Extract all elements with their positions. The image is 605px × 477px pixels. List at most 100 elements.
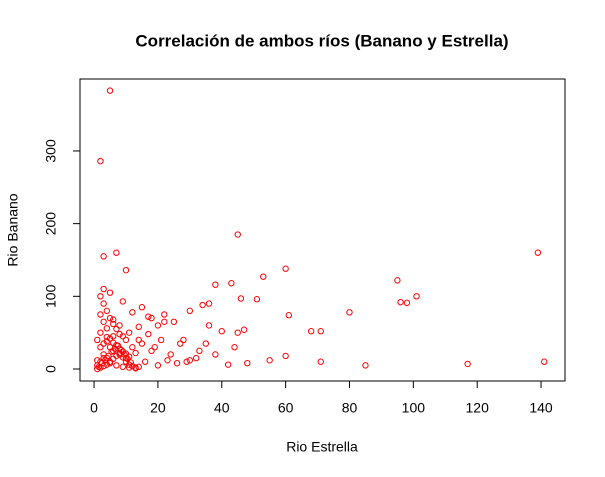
point (177, 340, 184, 347)
point (240, 326, 248, 333)
point (183, 358, 190, 365)
point (212, 351, 219, 358)
point (145, 313, 152, 320)
x-tick-label: 100 (402, 400, 426, 416)
point (234, 329, 241, 336)
point (100, 253, 107, 260)
point (397, 298, 404, 306)
point (106, 314, 114, 322)
point (100, 285, 107, 293)
x-axis-label: Rio Estrella (286, 439, 358, 455)
point (282, 265, 289, 272)
point (161, 311, 168, 318)
point (346, 309, 353, 316)
point (125, 353, 133, 360)
point (132, 349, 139, 357)
point (141, 358, 149, 365)
point (228, 280, 235, 287)
point (253, 296, 261, 303)
point (170, 318, 178, 325)
point (135, 323, 142, 331)
point (186, 307, 194, 315)
point (97, 311, 104, 318)
point (224, 361, 232, 368)
point (464, 360, 471, 368)
point (196, 347, 203, 355)
x-tick-label: 20 (150, 400, 166, 416)
point (362, 362, 369, 369)
point (173, 359, 181, 367)
x-tick-label: 60 (278, 400, 294, 416)
point (218, 328, 225, 335)
point (125, 361, 133, 368)
point (317, 328, 324, 335)
point (116, 322, 123, 329)
point (154, 362, 162, 369)
point (138, 340, 146, 347)
point (97, 364, 104, 371)
point (125, 364, 133, 371)
point (266, 357, 273, 364)
point (157, 336, 165, 344)
y-tick-label: 100 (43, 284, 59, 308)
point (100, 354, 107, 362)
point (103, 307, 111, 315)
point (116, 349, 123, 357)
point (180, 336, 187, 344)
point (113, 249, 120, 256)
point (125, 329, 133, 336)
point (100, 362, 107, 370)
point (394, 277, 401, 284)
point (148, 347, 155, 355)
point (94, 365, 101, 373)
point (186, 357, 194, 364)
point (119, 363, 126, 371)
plot-box (79, 78, 566, 382)
point (244, 359, 251, 367)
point (212, 281, 219, 288)
point (100, 318, 107, 325)
point (167, 351, 174, 358)
point (119, 298, 126, 305)
point (317, 358, 324, 365)
point (122, 336, 130, 344)
point (100, 300, 107, 307)
point (145, 330, 152, 338)
point (403, 299, 411, 307)
point (122, 266, 130, 274)
point (202, 340, 209, 347)
point (106, 359, 114, 367)
point (231, 344, 238, 351)
y-tick-label: 0 (43, 365, 59, 373)
point (94, 357, 101, 364)
point (237, 295, 245, 302)
chart-title: Correlación de ambos ríos (Banano y Estr… (135, 31, 508, 50)
point (285, 312, 293, 319)
point (132, 365, 139, 372)
point (199, 301, 206, 309)
point (193, 354, 200, 362)
point (106, 335, 114, 342)
point (97, 157, 104, 165)
x-tick-label: 140 (529, 400, 553, 416)
point (260, 273, 267, 280)
point (110, 316, 117, 323)
point (97, 293, 104, 300)
y-tick-label: 300 (43, 139, 59, 163)
point (148, 314, 155, 322)
point (113, 341, 120, 349)
point (135, 363, 142, 371)
point (129, 309, 136, 316)
point (97, 329, 104, 336)
point (129, 344, 136, 351)
point (113, 362, 120, 369)
point (164, 357, 171, 364)
x-tick-label: 40 (214, 400, 230, 416)
point (103, 333, 111, 341)
point (282, 352, 289, 360)
point (97, 344, 104, 351)
y-axis-label: Rio Banano (5, 193, 21, 266)
point (161, 318, 168, 325)
x-tick-label: 0 (90, 400, 98, 416)
